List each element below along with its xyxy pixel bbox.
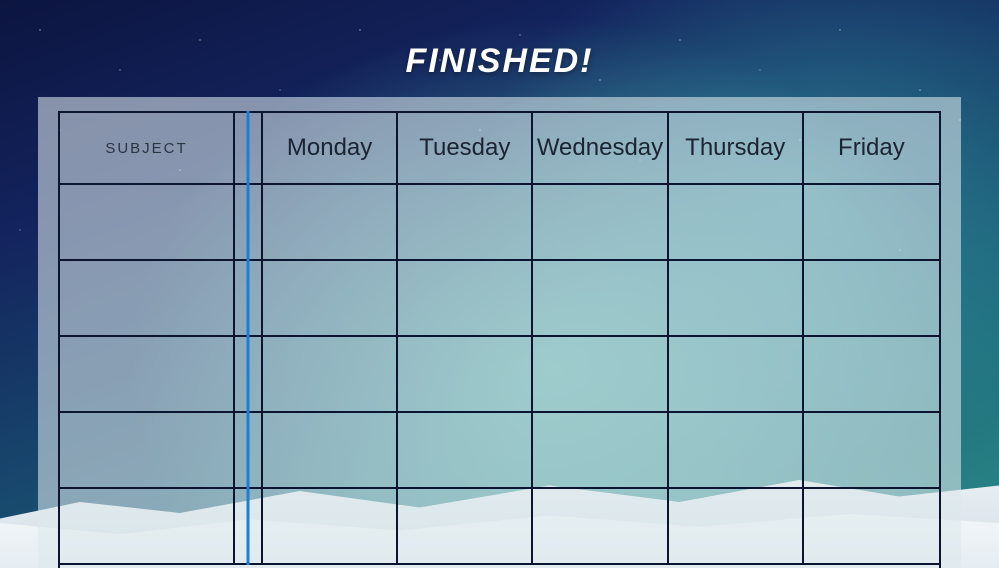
table-header-row: SUBJECT MondayTuesdayWednesdayThursdayFri…: [60, 113, 939, 185]
timetable-cell: [804, 413, 939, 489]
spacer-column: [235, 185, 263, 261]
day-column-header: Wednesday: [533, 113, 668, 185]
subject-cell: [60, 337, 235, 413]
timetable-panel: SUBJECT MondayTuesdayWednesdayThursdayFri…: [38, 97, 961, 568]
subject-cell: [60, 489, 235, 565]
timetable-cell: [263, 413, 398, 489]
table-row: [60, 489, 939, 565]
day-column-header: Thursday: [669, 113, 804, 185]
timetable-cell: [669, 337, 804, 413]
spacer-column: [235, 413, 263, 489]
timetable-cell: [263, 337, 398, 413]
timetable-cell: [533, 261, 668, 337]
table-row: [60, 261, 939, 337]
spacer-column: [235, 261, 263, 337]
timetable-cell: [804, 489, 939, 565]
day-column-header: Friday: [804, 113, 939, 185]
page-title: FINISHED!: [0, 42, 999, 81]
timetable-cell: [804, 185, 939, 261]
timetable-cell: [398, 489, 533, 565]
table-row: [60, 337, 939, 413]
timetable-cell: [804, 337, 939, 413]
table-row: [60, 413, 939, 489]
timetable-cell: [263, 489, 398, 565]
timetable-cell: [533, 337, 668, 413]
timetable-cell: [669, 489, 804, 565]
day-column-header: Monday: [263, 113, 398, 185]
timetable-cell: [669, 413, 804, 489]
subject-cell: [60, 261, 235, 337]
timetable-cell: [533, 489, 668, 565]
day-column-header: Tuesday: [398, 113, 533, 185]
timetable-cell: [398, 261, 533, 337]
spacer-column: [235, 337, 263, 413]
subject-cell: [60, 413, 235, 489]
timetable-cell: [398, 413, 533, 489]
subject-cell: [60, 185, 235, 261]
timetable-cell: [263, 185, 398, 261]
timetable-cell: [804, 261, 939, 337]
timetable-cell: [533, 185, 668, 261]
timetable-cell: [398, 337, 533, 413]
timetable-cell: [669, 261, 804, 337]
spacer-column: [235, 489, 263, 565]
subject-column-header: SUBJECT: [60, 113, 235, 185]
timetable-cell: [533, 413, 668, 489]
spacer-column: [235, 113, 263, 185]
background-scene: FINISHED! SUBJECT MondayTuesdayWednesdayT…: [0, 0, 999, 568]
timetable-cell: [669, 185, 804, 261]
timetable-cell: [263, 261, 398, 337]
timetable-grid: SUBJECT MondayTuesdayWednesdayThursdayFri…: [60, 113, 939, 568]
timetable-cell: [398, 185, 533, 261]
table-row: [60, 185, 939, 261]
